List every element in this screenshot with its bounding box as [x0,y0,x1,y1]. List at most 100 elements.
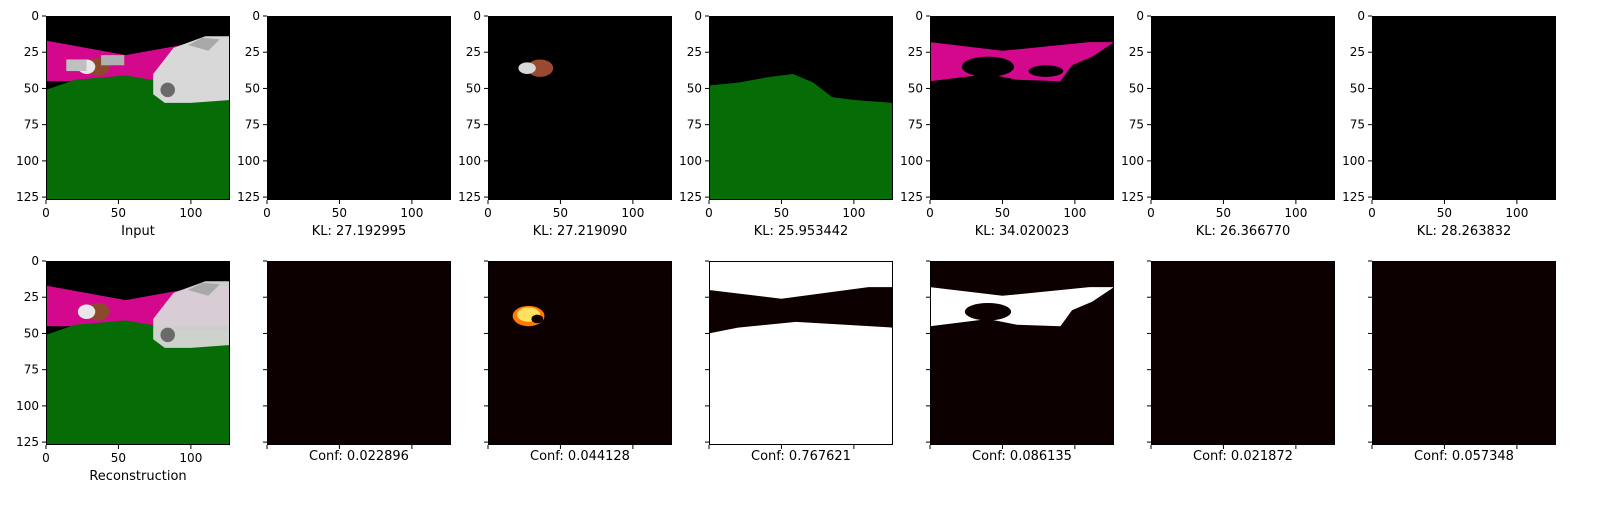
y-tick-label: 50 [1350,81,1365,95]
panel-mask-wall: Conf: 0.086135 [926,260,1114,464]
y-tick-label: 0 [31,9,39,23]
y-tick-label: 50 [687,81,702,95]
x-tick-label: 100 [179,451,202,465]
y-tick-label: 125 [16,190,39,204]
y-tick-label: 0 [1136,9,1144,23]
y-tick-label: 50 [24,326,39,340]
white-object [77,304,96,319]
panel-frame [267,16,451,200]
heatmap-background [488,261,672,445]
panel-frame [488,261,672,445]
y-tick-label: 50 [1129,81,1144,95]
y-tick-label: 50 [24,81,39,95]
y-tick-label: 0 [252,9,260,23]
y-tick-label: 0 [694,9,702,23]
panel-caption: KL: 26.366770 [1196,224,1291,239]
y-tick-label: 100 [679,154,702,168]
panel-frame [1372,16,1556,200]
y-tick-label: 75 [24,363,39,377]
panel-mask-car: Conf: 0.057348 [1368,260,1556,464]
x-tick-label: 100 [1284,206,1307,220]
panel-frame [930,16,1114,200]
panel-image [1372,261,1556,445]
y-tick-label: 50 [908,81,923,95]
panel-image [1151,16,1335,200]
y-tick-label: 0 [915,9,923,23]
panel-slot-dark: 0 50 100 0 25 50 75 100 125 KL: 27.192995 [237,9,451,239]
panel-slot-wall: 0 50 100 0 25 50 75 100 125 KL: 34.020023 [900,9,1114,239]
panel-caption: Input [121,224,155,239]
y-tick-label: 25 [1129,45,1144,59]
y-tick-label: 125 [237,190,260,204]
y-tick-label: 75 [245,118,260,132]
y-tick-label: 75 [1129,118,1144,132]
x-tick-label: 0 [1147,206,1155,220]
x-tick-label: 50 [332,206,347,220]
panel-caption: Conf: 0.057348 [1414,449,1514,464]
panel-image [930,261,1114,445]
panel-caption: Conf: 0.044128 [530,449,630,464]
panel-caption: Conf: 0.767621 [751,449,851,464]
panel-caption: Conf: 0.022896 [309,449,409,464]
x-tick-label: 50 [1437,206,1452,220]
x-tick-label: 0 [42,451,50,465]
panel-frame [1151,16,1335,200]
x-tick-label: 50 [111,451,126,465]
y-tick-label: 125 [458,190,481,204]
y-tick-label: 25 [24,290,39,304]
x-tick-label: 0 [1368,206,1376,220]
wall-hole [961,56,1015,77]
y-tick-label: 75 [24,118,39,132]
y-tick-label: 125 [16,435,39,449]
x-tick-label: 0 [926,206,934,220]
panel-caption: KL: 28.263832 [1417,224,1512,239]
panel-image [267,16,451,200]
x-tick-label: 50 [995,206,1010,220]
ground-region [709,74,893,200]
y-tick-label: 100 [16,399,39,413]
y-tick-label: 50 [466,81,481,95]
panel-frame [930,261,1114,445]
y-tick-label: 0 [473,9,481,23]
y-tick-label: 0 [31,254,39,268]
panel-frame [709,261,893,445]
heatmap-background [1151,261,1335,445]
y-tick-label: 25 [687,45,702,59]
object-hole [531,314,544,324]
panel-image [267,261,451,445]
y-tick-label: 100 [1342,154,1365,168]
panel-caption: Reconstruction [89,469,186,484]
ground-region [46,320,230,445]
x-tick-label: 0 [42,206,50,220]
heatmap-background [1372,261,1556,445]
panel-slot-ground: 0 50 100 0 25 50 75 100 125 KL: 25.953442 [679,9,893,239]
panel-image [1151,261,1335,445]
car-window [188,282,220,296]
y-tick-label: 100 [16,154,39,168]
panel-caption: Conf: 0.021872 [1193,449,1293,464]
dark-wall-band [709,287,893,334]
panel-slot-car-dim: 0 50 100 0 25 50 75 100 125 KL: 26.366770 [1121,9,1335,239]
y-tick-label: 25 [245,45,260,59]
x-tick-label: 0 [484,206,492,220]
x-tick-label: 100 [621,206,644,220]
panel-mask-small: Conf: 0.022896 [263,260,451,464]
x-tick-label: 0 [263,206,271,220]
y-tick-label: 25 [908,45,923,59]
y-tick-label: 25 [1350,45,1365,59]
panel-mask-ground: Conf: 0.767621 [705,260,893,464]
y-tick-label: 25 [24,45,39,59]
panel-caption: KL: 27.219090 [533,224,628,239]
y-tick-label: 75 [908,118,923,132]
slot-background [488,16,672,200]
panel-frame [267,261,451,445]
y-tick-label: 0 [1357,9,1365,23]
panel-input: 0 50 100 0 25 50 75 100 125 Input [16,9,230,239]
x-tick-label: 100 [400,206,423,220]
panel-slot-car: 0 50 100 0 25 50 75 100 125 KL: 28.263832 [1342,9,1556,239]
car-wheel [160,82,175,98]
panel-image [709,16,893,200]
panel-mask-dim: Conf: 0.021872 [1147,260,1335,464]
panel-caption: KL: 25.953442 [754,224,849,239]
